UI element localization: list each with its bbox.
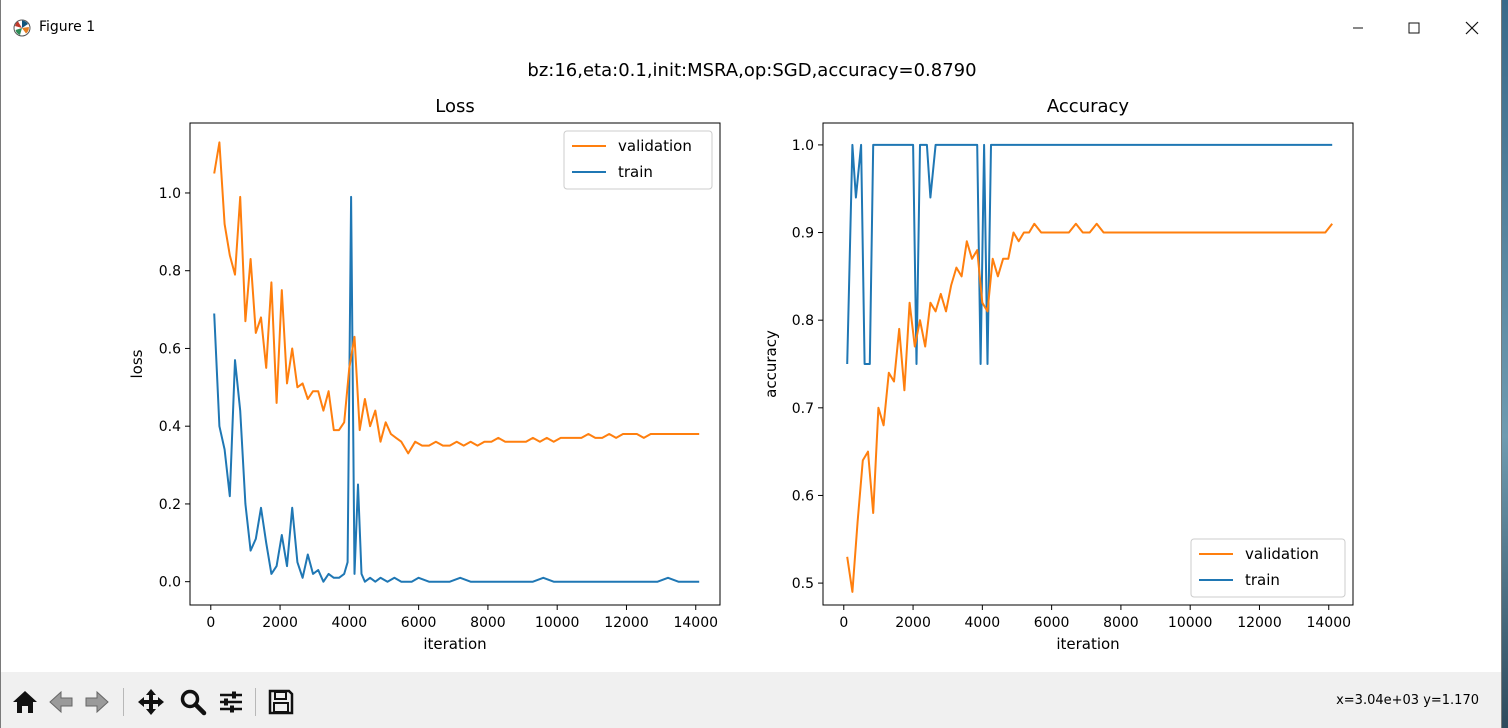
back-button[interactable] [45, 686, 77, 718]
y-tick-label: 0.5 [792, 576, 814, 592]
x-tick-label: 10000 [1168, 615, 1213, 631]
window-title: Figure 1 [39, 19, 96, 35]
y-tick-label: 0.4 [159, 419, 181, 435]
save-icon [268, 689, 294, 715]
y-tick-label: 1.0 [159, 186, 181, 202]
axes-frame [822, 122, 1354, 606]
desktop-background [1502, 0, 1508, 728]
x-tick-label: 4000 [965, 615, 1001, 631]
forward-button[interactable] [81, 686, 113, 718]
navigation-toolbar: x=3.04e+03 y=1.170 [1, 672, 1501, 728]
x-tick-label: 2000 [895, 615, 931, 631]
x-tick-label: 2000 [262, 615, 298, 631]
x-axis-label: iteration [423, 635, 486, 653]
y-tick-label: 0.0 [159, 575, 181, 591]
figure-suptitle: bz:16,eta:0.1,init:MSRA,op:SGD,accuracy=… [527, 60, 976, 81]
train-line [213, 195, 700, 583]
maximize-icon [1408, 22, 1420, 34]
x-tick-label: 8000 [470, 615, 506, 631]
maximize-button[interactable] [1391, 8, 1437, 48]
y-tick-label: 1.0 [792, 138, 814, 154]
configure-icon [220, 691, 242, 713]
home-icon [13, 691, 37, 713]
back-icon [49, 690, 73, 714]
title-bar[interactable]: Figure 1 [1, 8, 1501, 48]
train-legend-label: train [1245, 571, 1280, 589]
train-legend-label: train [618, 163, 653, 181]
x-tick-label: 14000 [673, 615, 718, 631]
close-button[interactable] [1449, 8, 1495, 48]
pan-button[interactable] [135, 686, 167, 718]
toolbar-separator [255, 688, 256, 716]
y-tick-label: 0.2 [159, 497, 181, 513]
train-line [846, 143, 1333, 365]
axes-frame [189, 122, 721, 606]
figure-canvas[interactable]: bz:16,eta:0.1,init:MSRA,op:SGD,accuracy=… [1, 48, 1501, 672]
x-tick-label: 14000 [1306, 615, 1351, 631]
axes-title: Accuracy [1047, 96, 1130, 117]
legend: validation train [563, 130, 713, 190]
close-icon [1465, 21, 1479, 35]
toolbar-separator [123, 688, 124, 716]
home-button[interactable] [9, 686, 41, 718]
x-tick-label: 4000 [332, 615, 368, 631]
y-tick-label: 0.9 [792, 226, 814, 242]
figure-svg: bz:16,eta:0.1,init:MSRA,op:SGD,accuracy=… [128, 60, 1354, 653]
x-tick-label: 6000 [1034, 615, 1070, 631]
x-tick-label: 0 [839, 615, 848, 631]
configure-subplots-button[interactable] [215, 686, 247, 718]
validation-legend-label: validation [618, 137, 692, 155]
x-tick-label: 0 [206, 615, 215, 631]
axes-title: Loss [435, 96, 474, 117]
y-tick-label: 0.8 [792, 313, 814, 329]
y-tick-label: 0.6 [792, 488, 814, 504]
validation-line [846, 222, 1333, 593]
zoom-icon [180, 689, 207, 716]
minimize-icon [1353, 27, 1363, 29]
pan-icon [138, 689, 164, 715]
validation-line [213, 141, 700, 455]
legend: validation train [1190, 538, 1346, 598]
x-tick-label: 10000 [535, 615, 580, 631]
x-tick-label: 8000 [1103, 615, 1139, 631]
validation-legend-label: validation [1245, 545, 1319, 563]
x-axis-label: iteration [1056, 635, 1119, 653]
y-tick-label: 0.8 [159, 264, 181, 280]
minimize-button[interactable] [1335, 8, 1381, 48]
y-tick-label: 0.7 [792, 401, 814, 417]
zoom-button[interactable] [177, 686, 209, 718]
matplotlib-logo-icon [13, 19, 31, 37]
accuracy-axes: Accuracy 0 2000 4000 6000 8000 10000 12000 14000… [762, 96, 1354, 653]
y-tick-label: 0.6 [159, 341, 181, 357]
x-tick-label: 12000 [1237, 615, 1282, 631]
x-tick-label: 12000 [604, 615, 649, 631]
cursor-coordinates: x=3.04e+03 y=1.170 [1336, 693, 1479, 708]
forward-icon [85, 690, 109, 714]
loss-axes: Loss 0 2000 4000 6000 8000 10000 12000 14000 0.0 0… [128, 96, 721, 653]
save-button[interactable] [265, 686, 297, 718]
y-axis-label: accuracy [762, 330, 780, 398]
x-tick-label: 6000 [401, 615, 437, 631]
y-axis-label: loss [128, 349, 146, 378]
